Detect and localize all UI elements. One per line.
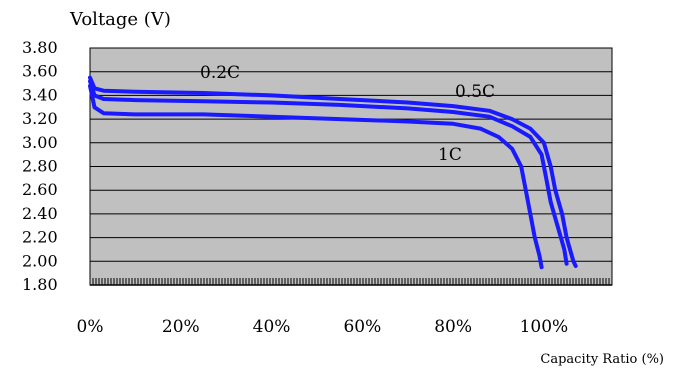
y-tick-labels: 3.80 3.60 3.40 3.20 3.00 2.80 2.60 2.40 2.20 2.00…: [22, 38, 58, 294]
series-lines: [88, 75, 578, 270]
series-label-0-2c: 0.2C: [200, 63, 240, 83]
y-tick-label: 3.60: [22, 62, 58, 81]
y-tick-label: 3.20: [22, 109, 58, 128]
x-tick-label: 80%: [434, 317, 472, 337]
y-tick-label: 1.80: [22, 275, 58, 294]
y-tick-label: 3.40: [22, 85, 58, 104]
y-tick-label: 2.80: [22, 157, 58, 176]
series-line-0-5c: [88, 79, 569, 266]
x-axis-baseline: [90, 278, 612, 286]
y-tick-label: 3.80: [22, 38, 58, 57]
x-tick-label: 40%: [253, 317, 291, 337]
y-tick-label: 3.00: [22, 133, 58, 152]
x-tick-label: 20%: [162, 317, 200, 337]
y-axis-label: Voltage (V): [69, 9, 171, 30]
y-tick-label: 2.40: [22, 204, 58, 223]
series-label-0-5c: 0.5C: [455, 82, 495, 102]
y-tick-label: 2.60: [22, 180, 58, 199]
x-axis-label: Capacity Ratio (%): [540, 352, 664, 367]
x-tick-label: 100%: [520, 317, 569, 337]
series-label-1c: 1C: [438, 145, 462, 165]
y-tick-label: 2.00: [22, 251, 58, 270]
x-tick-labels: 0% 20% 40% 60% 80% 100%: [77, 317, 569, 337]
y-tick-label: 2.20: [22, 228, 58, 247]
series-line-1c: [88, 83, 544, 270]
series-line-0-2c: [88, 75, 578, 268]
x-tick-label: 0%: [77, 317, 104, 337]
series-labels: 0.2C 0.5C 1C: [200, 63, 495, 165]
x-tick-label: 60%: [343, 317, 381, 337]
